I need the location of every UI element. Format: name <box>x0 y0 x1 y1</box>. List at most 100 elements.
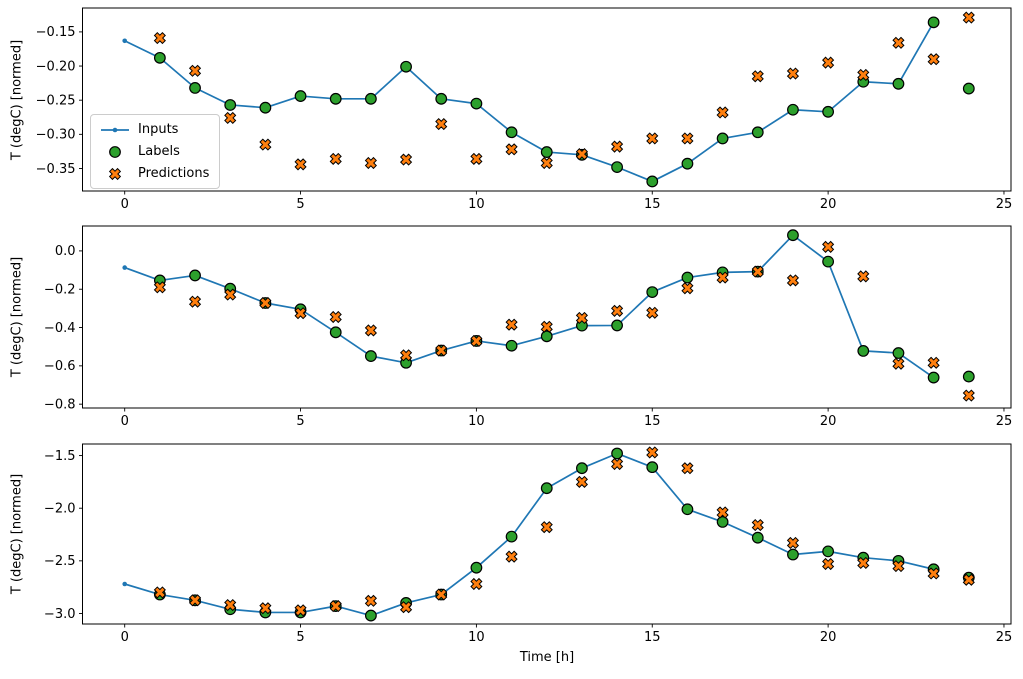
y-tick-label: −2.0 <box>44 502 76 517</box>
labels-marker <box>611 161 623 174</box>
subplot-3-ylabel: T (degC) [normed] <box>9 473 25 595</box>
y-tick-label: −0.35 <box>36 162 76 177</box>
labels-marker <box>470 97 483 110</box>
predictions-marker <box>716 106 729 119</box>
legend-item-labels: Labels <box>99 142 209 161</box>
predictions-marker <box>470 334 483 348</box>
predictions-marker <box>822 557 835 571</box>
predictions-marker <box>540 320 553 333</box>
inputs-line <box>124 234 935 379</box>
predictions-marker <box>751 518 764 532</box>
labels-marker <box>470 561 483 574</box>
labels-marker <box>364 609 377 622</box>
predictions-marker <box>435 344 448 357</box>
predictions-marker <box>751 70 764 83</box>
predictions-marker <box>716 271 729 284</box>
legend-label-inputs: Inputs <box>138 122 179 137</box>
predictions-marker <box>399 153 413 166</box>
labels-marker <box>962 82 975 95</box>
predictions-marker <box>611 140 624 153</box>
labels-marker <box>787 229 799 242</box>
inputs-point <box>122 265 128 270</box>
labels-marker <box>892 347 905 359</box>
y-tick-label: −2.5 <box>44 554 76 569</box>
x-tick-label: 5 <box>296 630 304 645</box>
x-tick-label: 10 <box>468 414 485 429</box>
predictions-marker <box>786 274 800 287</box>
labels-marker <box>189 269 201 282</box>
legend-item-predictions: Predictions <box>99 164 209 183</box>
predictions-marker <box>259 138 272 151</box>
x-tick-label: 15 <box>644 197 661 212</box>
predictions-marker <box>153 281 166 294</box>
x-tick-label: 25 <box>996 630 1013 645</box>
labels-marker <box>646 175 659 188</box>
subplot-1-ylabel: T (degC) [normed] <box>9 39 25 161</box>
predictions-marker <box>399 601 413 614</box>
predictions-marker <box>611 304 624 317</box>
labels-marker <box>611 319 623 332</box>
legend-label-predictions: Predictions <box>138 166 210 181</box>
predictions-marker <box>188 64 202 77</box>
predictions-marker <box>329 600 342 613</box>
y-tick-label: −1.5 <box>44 449 76 464</box>
labels-marker <box>927 371 940 384</box>
predictions-x-icon <box>99 166 131 182</box>
predictions-marker <box>575 311 589 325</box>
labels-marker <box>646 286 659 298</box>
predictions-marker <box>646 446 659 459</box>
y-tick-label: −0.15 <box>36 25 76 40</box>
predictions-marker <box>294 604 307 617</box>
labels-marker <box>505 339 518 352</box>
predictions-marker <box>927 356 940 369</box>
y-tick-label: −3.0 <box>44 607 76 622</box>
labels-marker <box>927 16 940 29</box>
x-tick-label: 5 <box>296 414 304 429</box>
labels-marker <box>540 146 553 158</box>
labels-marker <box>294 90 307 102</box>
axes-frame <box>82 443 1012 625</box>
labels-marker <box>681 157 694 170</box>
y-tick-label: −0.30 <box>36 128 76 143</box>
predictions-marker <box>364 156 377 170</box>
labels-marker <box>962 370 975 383</box>
y-tick-label: −0.20 <box>36 59 76 74</box>
y-tick-label: −0.2 <box>44 283 76 298</box>
predictions-marker <box>962 11 975 24</box>
subplot-3: 0 5 10 15 20 25 −1.5 −2.0 −2.5 −3.0 <box>44 443 1013 645</box>
predictions-marker <box>786 67 800 80</box>
y-tick-label: −0.25 <box>36 93 76 108</box>
y-tick-label: 0.0 <box>55 244 76 259</box>
predictions-marker <box>681 282 694 295</box>
predictions-marker <box>646 306 659 319</box>
predictions-marker <box>962 573 975 586</box>
labels-marker <box>822 105 835 118</box>
labels-circle-icon <box>99 144 131 160</box>
predictions-marker <box>435 588 448 601</box>
x-tick-label: 25 <box>996 414 1013 429</box>
inputs-line <box>124 452 934 617</box>
predictions-marker <box>153 31 166 45</box>
predictions-marker <box>259 296 272 310</box>
inputs-line-icon <box>99 123 131 137</box>
predictions-marker <box>611 457 624 471</box>
predictions-marker <box>329 310 342 324</box>
predictions-marker <box>857 270 870 283</box>
predictions-marker <box>399 349 413 362</box>
labels-marker <box>540 330 553 343</box>
labels-marker <box>716 515 729 528</box>
labels-marker <box>364 92 377 105</box>
labels-marker <box>681 503 694 516</box>
labels-marker <box>224 99 237 111</box>
predictions-marker <box>857 556 870 570</box>
predictions-marker <box>188 295 202 308</box>
labels-marker <box>751 126 764 139</box>
predictions-marker <box>505 550 518 563</box>
y-tick-label: −0.6 <box>44 359 76 374</box>
predictions-marker <box>224 288 237 301</box>
x-tick-label: 0 <box>121 630 129 645</box>
x-tick-label: 20 <box>820 630 837 645</box>
predictions-marker <box>470 152 483 165</box>
